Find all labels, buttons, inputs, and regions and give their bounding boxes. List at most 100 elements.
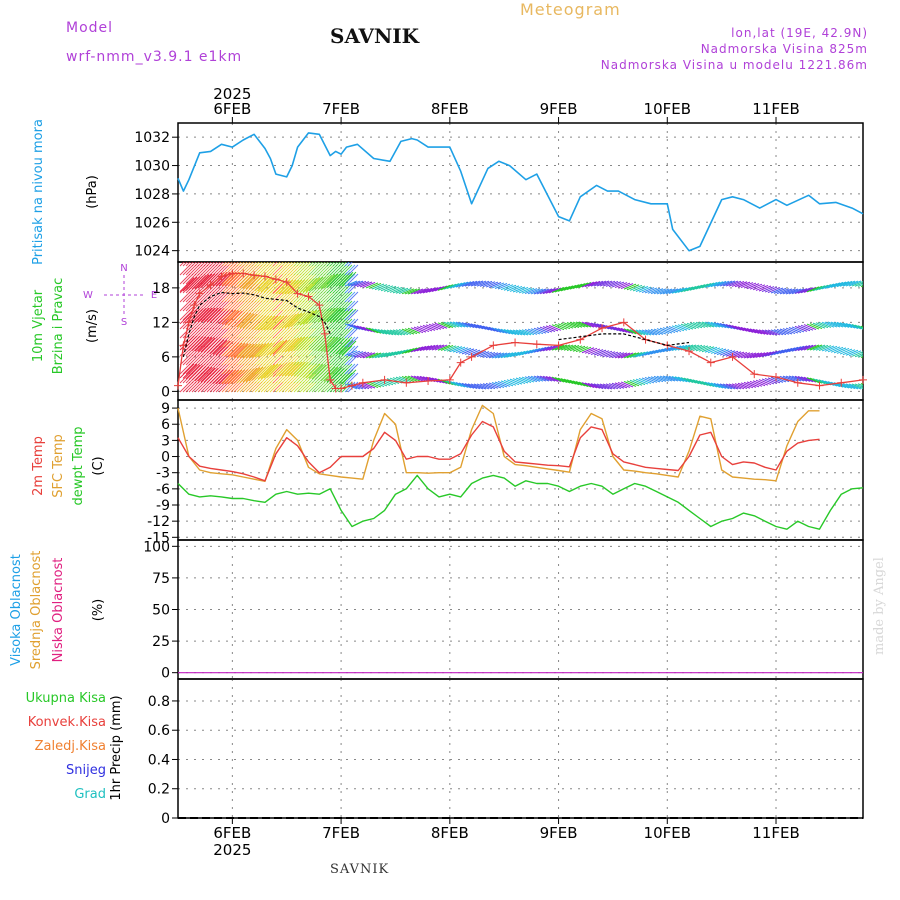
wind-barb: [371, 352, 385, 359]
wind-barb: [248, 300, 260, 312]
wind-barb: [590, 322, 604, 329]
wind-barb: [728, 351, 742, 358]
wind-barb: [707, 347, 721, 354]
wind-barb: [254, 300, 266, 312]
precip-ytick-label: 0.6: [148, 723, 170, 739]
wind-barb: [245, 354, 257, 366]
wind-barb: [644, 349, 658, 356]
wind-barb: [251, 345, 263, 357]
wind-barb: [263, 262, 269, 267]
wind-barb: [656, 328, 670, 335]
wind-barb: [206, 336, 218, 348]
wind-barb: [269, 354, 281, 366]
wind-barb: [347, 282, 359, 294]
clouds-ytick-label: 25: [152, 634, 170, 650]
wind-barb: [644, 329, 658, 336]
wind-barb: [785, 375, 799, 382]
wind-ytick-label: 18: [152, 281, 170, 297]
wind-barb: [212, 336, 224, 348]
wind-barb: [257, 276, 273, 292]
wind-barb: [392, 349, 406, 356]
wind-barb: [332, 363, 344, 375]
wind-barb: [317, 372, 329, 384]
wind-barb: [323, 273, 339, 289]
wind-barb: [830, 281, 844, 288]
wind-barb: [347, 327, 359, 339]
wind-barb: [686, 322, 700, 329]
wind-barb: [191, 381, 203, 393]
wind-barb: [584, 347, 598, 354]
wind-barb: [485, 281, 499, 288]
wind-barb: [806, 344, 820, 351]
wind-barb: [488, 382, 502, 389]
wind-barb: [251, 336, 263, 348]
wind-barb: [272, 327, 284, 339]
wind-barb: [365, 352, 379, 359]
wind-barb: [335, 309, 347, 321]
wind-barb: [218, 300, 230, 312]
wind-barb: [212, 363, 224, 375]
wind-barb: [326, 372, 338, 384]
wind-barb: [569, 379, 583, 386]
wind-barb: [332, 282, 344, 294]
wind-barb: [224, 363, 236, 375]
wind-barb: [239, 282, 251, 294]
wind-barb: [305, 309, 321, 325]
wind-barb: [317, 274, 333, 290]
wind-barb: [371, 283, 385, 290]
wind-barb: [308, 327, 320, 339]
wind-barb: [179, 372, 191, 384]
wind-barb: [275, 282, 287, 294]
wind-barb: [350, 324, 364, 331]
wind-barb: [326, 381, 338, 393]
wind-barb: [296, 300, 308, 312]
wind-barb: [242, 282, 254, 294]
wind-barb: [452, 346, 466, 353]
wind-barb: [413, 375, 427, 382]
wind-barb: [470, 280, 484, 287]
wind-barb: [212, 271, 228, 287]
wind-barb: [203, 363, 215, 375]
wind-barb: [302, 273, 314, 285]
wind-barb: [770, 329, 784, 336]
wind-barb: [329, 327, 341, 339]
wind-barb: [257, 336, 269, 348]
wind-barb: [338, 318, 350, 330]
wind-barb: [551, 287, 565, 293]
wind-barb: [506, 329, 520, 336]
wind-barb: [323, 367, 339, 382]
wind-barb: [581, 321, 595, 328]
wind-barb: [329, 300, 341, 312]
wind-barb: [287, 309, 299, 321]
wind-barb: [833, 347, 847, 354]
wind-barb: [317, 354, 329, 366]
wind-barb: [341, 354, 353, 366]
wind-barb: [479, 325, 493, 331]
wind-barb: [245, 318, 257, 330]
wind-barb: [803, 324, 817, 331]
wind-barb: [665, 375, 679, 382]
wind-barb: [197, 309, 209, 321]
wind-barb: [254, 318, 266, 330]
wind-barb: [302, 363, 314, 375]
wind-barb: [320, 307, 336, 323]
wind-barb: [611, 281, 625, 288]
wind-barb: [260, 277, 276, 293]
wind-barb: [239, 363, 251, 375]
wind-barb: [476, 351, 490, 358]
high-cloud-ylabel: Visoka Oblacnost: [9, 554, 24, 666]
wind-barb: [299, 327, 311, 339]
wind-barb: [347, 264, 359, 276]
temp-unit: (C): [91, 456, 106, 475]
altitude-label: Nadmorska Visina 825m: [700, 42, 868, 56]
wind-barb: [479, 280, 493, 287]
wind-barb: [284, 313, 300, 329]
wind-barb: [260, 381, 272, 393]
wind-barb: [722, 323, 736, 330]
wind-barb: [380, 329, 394, 336]
wind-barb: [347, 372, 359, 384]
wind-barb: [347, 350, 361, 357]
wind-ytick-label: 12: [152, 315, 170, 331]
wind-barb: [359, 326, 373, 333]
wind-barb: [209, 300, 221, 312]
